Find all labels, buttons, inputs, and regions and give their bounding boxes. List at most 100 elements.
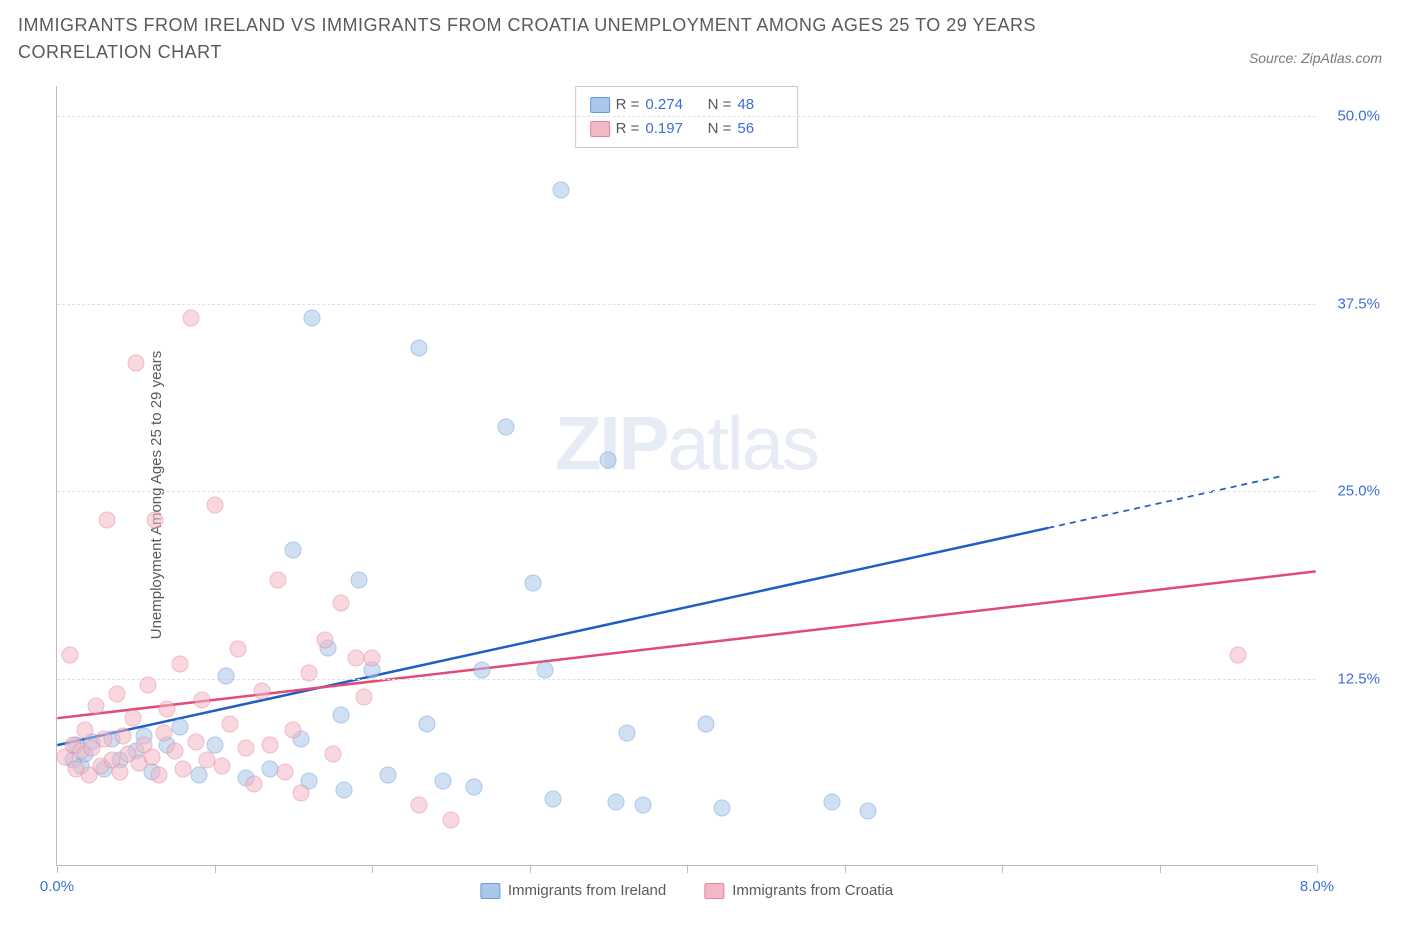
chart-header: IMMIGRANTS FROM IRELAND VS IMMIGRANTS FR… xyxy=(0,0,1406,70)
data-point xyxy=(348,650,365,667)
data-point xyxy=(171,656,188,673)
data-point xyxy=(190,767,207,784)
legend-swatch xyxy=(480,883,500,899)
data-point xyxy=(171,719,188,736)
data-point xyxy=(332,594,349,611)
data-point xyxy=(182,309,199,326)
data-point xyxy=(351,572,368,589)
watermark: ZIPatlas xyxy=(555,401,818,488)
data-point xyxy=(697,716,714,733)
data-point xyxy=(277,764,294,781)
data-point xyxy=(1230,647,1247,664)
data-point xyxy=(151,767,168,784)
chart-source: Source: ZipAtlas.com xyxy=(1249,50,1382,66)
data-point xyxy=(222,716,239,733)
legend-label: Immigrants from Croatia xyxy=(732,882,893,899)
data-point xyxy=(230,641,247,658)
x-tick xyxy=(530,865,531,873)
n-label: N = xyxy=(708,93,732,117)
data-point xyxy=(214,758,231,775)
x-tick xyxy=(57,865,58,873)
data-point xyxy=(285,542,302,559)
data-point xyxy=(238,740,255,757)
data-point xyxy=(245,776,262,793)
legend-swatch xyxy=(704,883,724,899)
series-legend: Immigrants from Ireland Immigrants from C… xyxy=(480,882,893,899)
data-point xyxy=(497,419,514,436)
chart-container: Unemployment Among Ages 25 to 29 years Z… xyxy=(0,70,1406,920)
r-label: R = xyxy=(616,93,640,117)
y-tick-label: 25.0% xyxy=(1337,483,1380,500)
data-point xyxy=(175,761,192,778)
stats-legend: R = 0.274 N = 48R = 0.197 N = 56 xyxy=(575,86,799,148)
n-value: 48 xyxy=(737,93,783,117)
r-label: R = xyxy=(616,117,640,141)
data-point xyxy=(419,716,436,733)
data-point xyxy=(112,764,129,781)
n-value: 56 xyxy=(737,117,783,141)
data-point xyxy=(860,803,877,820)
data-point xyxy=(193,692,210,709)
data-point xyxy=(600,452,617,469)
data-point xyxy=(217,668,234,685)
x-tick xyxy=(687,865,688,873)
data-point xyxy=(442,812,459,829)
data-point xyxy=(140,677,157,694)
gridline xyxy=(57,304,1316,305)
data-point xyxy=(187,734,204,751)
data-point xyxy=(269,572,286,589)
data-point xyxy=(146,512,163,529)
data-point xyxy=(156,725,173,742)
x-tick-label: 0.0% xyxy=(40,878,74,895)
gridline xyxy=(57,491,1316,492)
data-point xyxy=(379,767,396,784)
data-point xyxy=(206,497,223,514)
stats-legend-row: R = 0.274 N = 48 xyxy=(590,93,784,117)
data-point xyxy=(285,722,302,739)
data-point xyxy=(127,354,144,371)
data-point xyxy=(253,683,270,700)
x-tick xyxy=(1160,865,1161,873)
data-point xyxy=(553,182,570,199)
y-tick-label: 37.5% xyxy=(1337,295,1380,312)
data-point xyxy=(619,725,636,742)
data-point xyxy=(304,309,321,326)
x-tick-label: 8.0% xyxy=(1300,878,1334,895)
data-point xyxy=(434,773,451,790)
data-point xyxy=(108,686,125,703)
data-point xyxy=(316,632,333,649)
data-point xyxy=(411,339,428,356)
gridline xyxy=(57,116,1316,117)
x-tick xyxy=(845,865,846,873)
data-point xyxy=(115,728,132,745)
data-point xyxy=(143,749,160,766)
data-point xyxy=(364,650,381,667)
data-point xyxy=(77,722,94,739)
data-point xyxy=(466,779,483,796)
data-point xyxy=(159,701,176,718)
data-point xyxy=(608,794,625,811)
data-point xyxy=(634,797,651,814)
plot-area: ZIPatlas R = 0.274 N = 48R = 0.197 N = 5… xyxy=(56,86,1316,866)
data-point xyxy=(88,698,105,715)
data-point xyxy=(61,647,78,664)
n-label: N = xyxy=(708,117,732,141)
x-tick xyxy=(1317,865,1318,873)
legend-swatch xyxy=(590,121,610,137)
gridline xyxy=(57,679,1316,680)
data-point xyxy=(293,785,310,802)
data-point xyxy=(124,710,141,727)
legend-item: Immigrants from Croatia xyxy=(704,882,893,899)
data-point xyxy=(332,707,349,724)
x-tick xyxy=(1002,865,1003,873)
r-value: 0.197 xyxy=(645,117,691,141)
data-point xyxy=(537,662,554,679)
legend-label: Immigrants from Ireland xyxy=(508,882,666,899)
data-point xyxy=(545,791,562,808)
data-point xyxy=(823,794,840,811)
data-point xyxy=(301,665,318,682)
data-point xyxy=(713,800,730,817)
data-point xyxy=(335,782,352,799)
data-point xyxy=(261,761,278,778)
x-tick xyxy=(215,865,216,873)
